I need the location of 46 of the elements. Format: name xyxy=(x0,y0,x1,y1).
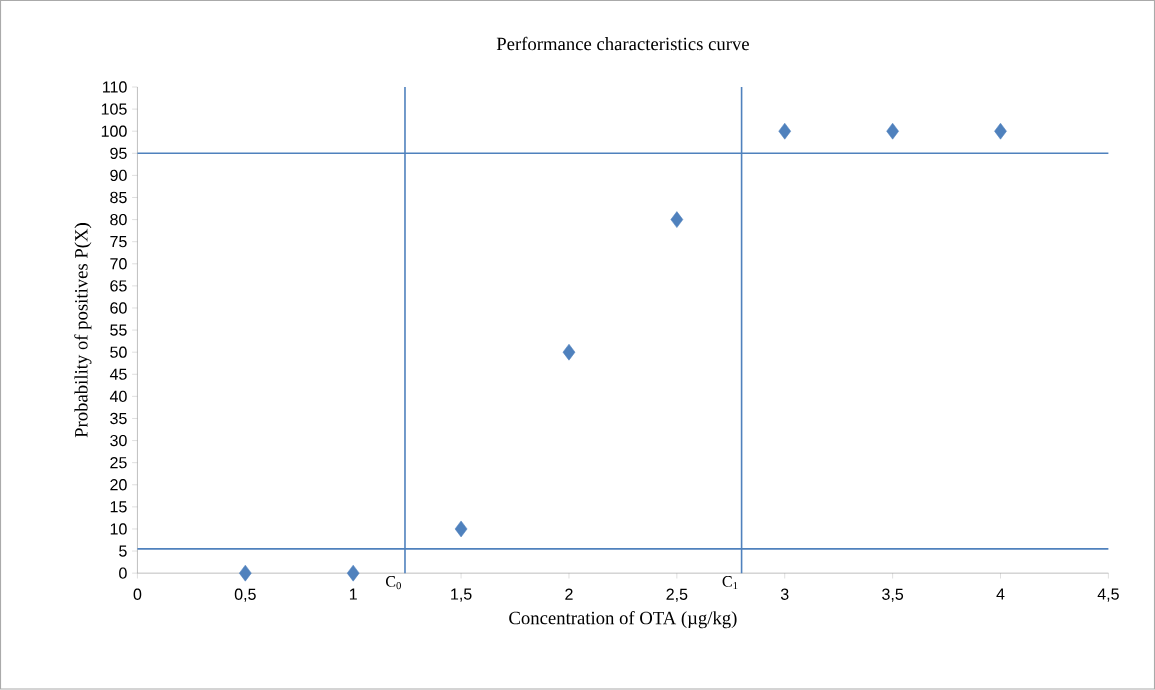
y-tick-label: 100 xyxy=(101,125,127,138)
y-tick-label: 10 xyxy=(110,523,127,535)
ref-line-label: C$_{1}$ xyxy=(722,576,738,590)
x-tick-label: 3 xyxy=(780,588,789,601)
point xyxy=(778,123,792,140)
y-tick-label: 55 xyxy=(110,324,127,336)
x-tick-label: 1,5 xyxy=(451,588,472,602)
point xyxy=(239,565,252,582)
point xyxy=(562,344,576,361)
y-tick-label: 40 xyxy=(109,390,127,403)
y-tick-label: 30 xyxy=(110,435,127,447)
point xyxy=(454,520,468,538)
x-tick-label: 2,5 xyxy=(666,588,688,603)
y-tick-label: 45 xyxy=(109,368,127,381)
y-tick-label: 20 xyxy=(110,479,127,491)
y-tick-label: 0 xyxy=(119,567,127,580)
y-tick-label: 25 xyxy=(110,457,127,469)
point xyxy=(346,565,360,582)
y-tick-label: 70 xyxy=(110,258,127,270)
y-tick-label: 15 xyxy=(110,501,127,513)
point xyxy=(886,123,899,140)
point xyxy=(994,123,1007,140)
y-tick-label: 50 xyxy=(110,346,127,359)
x-tick-label: 4,5 xyxy=(1097,588,1119,602)
x-tick-label: 3,5 xyxy=(882,588,904,603)
chart-title: Performance characteristics curve xyxy=(496,37,749,51)
x-tick-label: 2 xyxy=(565,588,573,600)
y-tick-label: 105 xyxy=(101,103,127,115)
y-tick-label: 75 xyxy=(110,236,127,248)
x-axis-title: Concentration of OTA (µg/kg) xyxy=(509,611,737,629)
x-tick-label: 0,5 xyxy=(234,588,256,603)
y-tick-label: 60 xyxy=(110,302,127,314)
y-tick-label: 85 xyxy=(110,192,127,204)
y-tick-label: 110 xyxy=(103,81,127,93)
y-tick-label: 5 xyxy=(119,545,127,557)
x-tick-label: 0 xyxy=(133,588,142,601)
y-axis-title: Probability of positives P(X) xyxy=(74,223,92,438)
ref-line-label: C$_{0}$ xyxy=(386,576,401,590)
y-tick-label: 90 xyxy=(110,169,127,182)
x-tick-label: 1 xyxy=(349,588,357,600)
y-tick-label: 80 xyxy=(110,214,127,226)
x-tick-label: 4 xyxy=(996,588,1005,600)
y-tick-label: 95 xyxy=(110,147,127,160)
y-tick-label: 35 xyxy=(110,413,127,425)
point xyxy=(670,211,684,229)
y-tick-label: 65 xyxy=(110,280,127,292)
